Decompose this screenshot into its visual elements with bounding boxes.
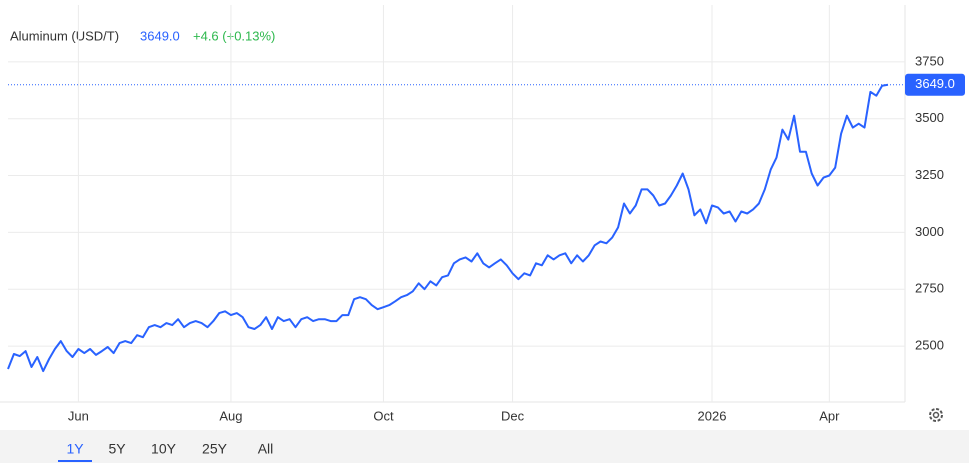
range-button[interactable]: 1Y xyxy=(66,441,84,457)
y-tick-label: 3750 xyxy=(915,53,944,68)
range-button[interactable]: 5Y xyxy=(108,441,126,457)
y-tick-label: 2500 xyxy=(915,338,944,353)
x-tick-label: Jun xyxy=(68,408,89,423)
change: +4.6 (+0.13%) xyxy=(193,28,275,43)
x-tick-label: Apr xyxy=(819,408,840,423)
settings-icon[interactable] xyxy=(929,408,943,422)
x-tick-label: Oct xyxy=(373,408,394,423)
range-bar xyxy=(0,430,969,463)
range-underline xyxy=(58,460,92,462)
last-price-label: 3649.0 xyxy=(915,76,955,91)
gear-hub xyxy=(932,411,940,419)
range-button[interactable]: All xyxy=(258,441,274,457)
instrument-name: Aluminum (USD/T) xyxy=(10,28,119,43)
y-tick-label: 2750 xyxy=(915,281,944,296)
range-button[interactable]: 10Y xyxy=(151,441,177,457)
gear xyxy=(929,408,943,422)
y-tick-label: 3250 xyxy=(915,167,944,182)
x-tick-label: 2026 xyxy=(698,408,727,423)
range-button[interactable]: 25Y xyxy=(202,441,228,457)
x-tick-label: Dec xyxy=(501,408,525,423)
last-price-tag xyxy=(905,73,965,96)
price: 3649.0 xyxy=(140,28,180,43)
y-tick-label: 3500 xyxy=(915,110,944,125)
y-tick-label: 3000 xyxy=(915,224,944,239)
price-line xyxy=(7,83,889,373)
x-tick-label: Aug xyxy=(219,408,242,423)
